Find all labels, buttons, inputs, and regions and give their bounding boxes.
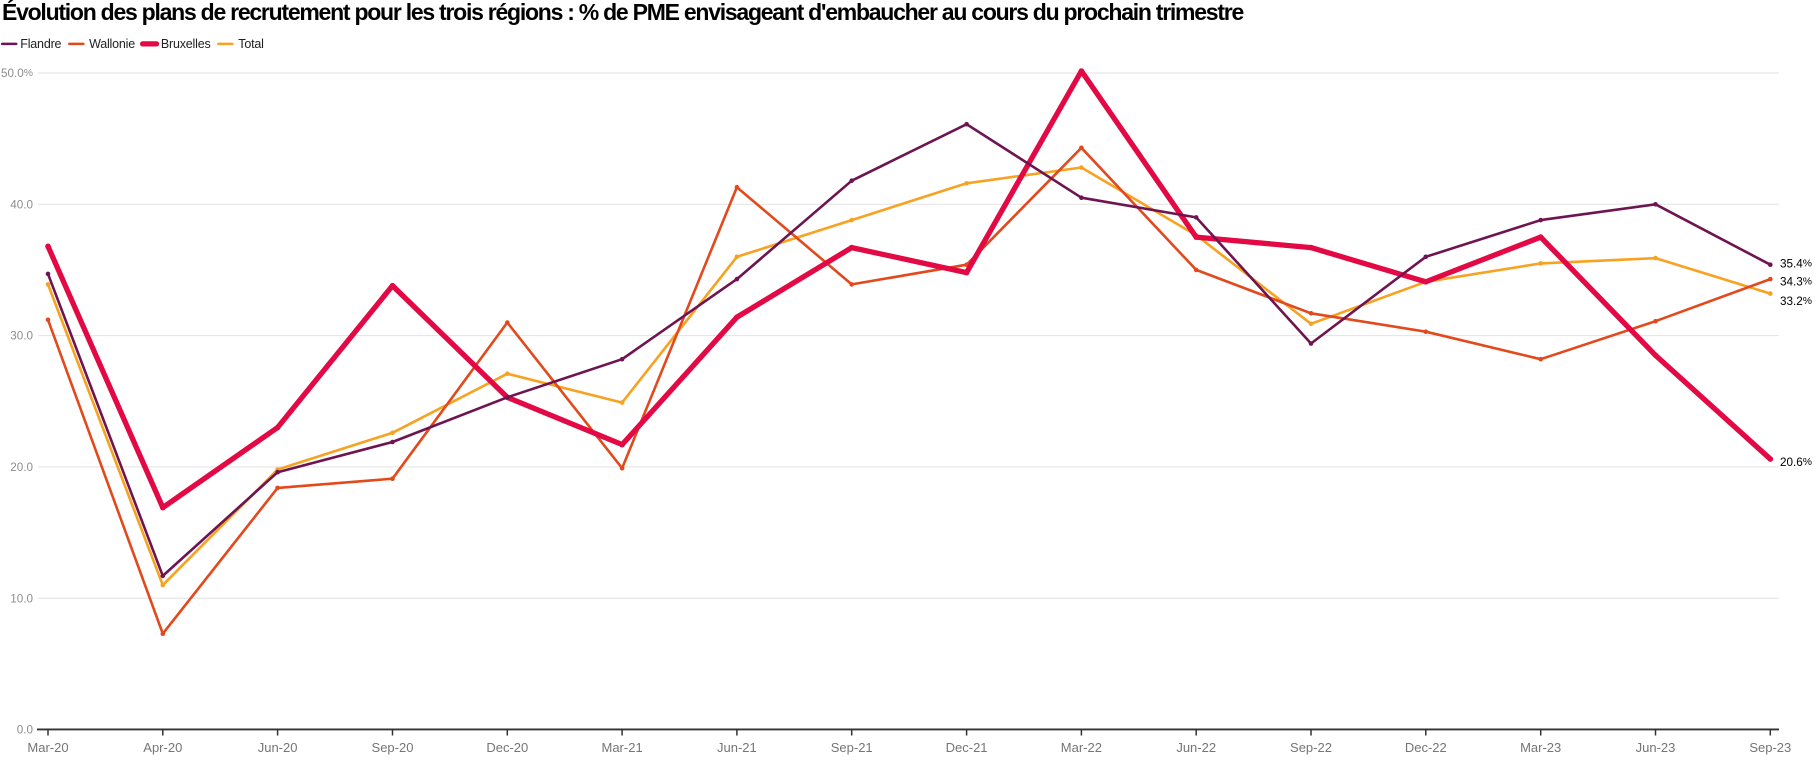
svg-text:Jun-21: Jun-21 bbox=[717, 740, 757, 755]
svg-text:20.0: 20.0 bbox=[10, 461, 33, 474]
svg-text:Wallonie: Wallonie bbox=[89, 37, 135, 51]
svg-text:Sep-20: Sep-20 bbox=[372, 740, 414, 755]
svg-text:Bruxelles: Bruxelles bbox=[161, 37, 211, 51]
svg-text:Sep-22: Sep-22 bbox=[1290, 740, 1332, 755]
svg-text:Dec-22: Dec-22 bbox=[1405, 740, 1447, 755]
svg-text:33.2%: 33.2% bbox=[1780, 295, 1812, 308]
svg-text:Mar-22: Mar-22 bbox=[1061, 740, 1102, 755]
svg-text:Flandre: Flandre bbox=[20, 37, 61, 51]
svg-text:Mar-21: Mar-21 bbox=[602, 740, 643, 755]
svg-text:Mar-20: Mar-20 bbox=[27, 740, 68, 755]
svg-text:Apr-20: Apr-20 bbox=[143, 740, 182, 755]
svg-text:Sep-21: Sep-21 bbox=[831, 740, 873, 755]
svg-text:20.6%: 20.6% bbox=[1780, 456, 1812, 469]
svg-text:30.0: 30.0 bbox=[10, 330, 33, 343]
svg-text:35.4%: 35.4% bbox=[1780, 257, 1812, 270]
svg-text:Jun-23: Jun-23 bbox=[1636, 740, 1676, 755]
svg-text:Total: Total bbox=[238, 37, 263, 51]
svg-text:Mar-23: Mar-23 bbox=[1520, 740, 1561, 755]
svg-text:0.0: 0.0 bbox=[17, 724, 34, 737]
svg-text:50.0%: 50.0% bbox=[1, 67, 33, 80]
svg-text:Jun-20: Jun-20 bbox=[258, 740, 298, 755]
svg-text:Dec-21: Dec-21 bbox=[946, 740, 988, 755]
svg-text:34.3%: 34.3% bbox=[1780, 276, 1812, 289]
svg-text:40.0: 40.0 bbox=[10, 198, 33, 211]
svg-text:10.0: 10.0 bbox=[10, 592, 33, 605]
svg-text:Jun-22: Jun-22 bbox=[1176, 740, 1216, 755]
svg-text:Dec-20: Dec-20 bbox=[486, 740, 528, 755]
svg-text:Sep-23: Sep-23 bbox=[1749, 740, 1791, 755]
